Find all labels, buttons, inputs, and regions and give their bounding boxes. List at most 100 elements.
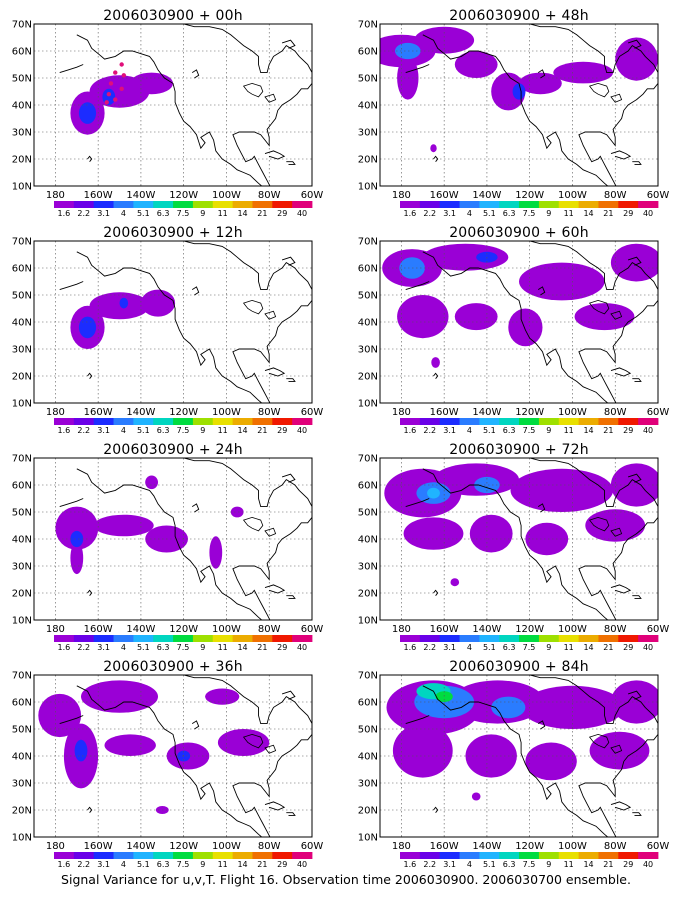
variance-region xyxy=(89,292,150,320)
variance-region xyxy=(104,734,156,756)
colorbar-swatch xyxy=(638,852,659,859)
colorbar-label: 2.2 xyxy=(423,209,436,216)
colorbar-label: 9 xyxy=(546,860,551,867)
lon-tick-label: 100W xyxy=(212,190,241,201)
colorbar-swatch xyxy=(272,635,293,642)
colorbar-label: 29 xyxy=(277,426,287,433)
colorbar-label: 6.3 xyxy=(157,426,170,433)
colorbar-swatch xyxy=(153,852,174,859)
lat-tick-label: 70N xyxy=(358,671,378,682)
lon-tick-label: 60W xyxy=(301,841,324,852)
lat-tick-label: 70N xyxy=(12,454,32,465)
colorbar-label: 11 xyxy=(218,643,228,650)
coastline xyxy=(422,34,658,186)
colorbar-label: 4 xyxy=(467,426,472,433)
colorbar-label: 1.6 xyxy=(404,860,417,867)
colorbar-swatch xyxy=(212,201,234,208)
variance-region xyxy=(585,509,646,542)
coastline xyxy=(537,69,546,79)
colorbar-label: 29 xyxy=(623,426,633,433)
colorbar-swatch xyxy=(618,635,639,642)
lat-tick-label: 30N xyxy=(358,128,378,139)
colorbar-label: 2.2 xyxy=(77,860,90,867)
colorbar-label: 3.1 xyxy=(443,643,456,650)
colorbar-label: 7.5 xyxy=(523,426,536,433)
colorbar-label: 1.6 xyxy=(58,426,71,433)
colorbar-swatch xyxy=(232,418,253,425)
colorbar-label: 6.3 xyxy=(157,643,170,650)
panel-title: 2006030900 + 72h xyxy=(449,442,589,458)
variance-region xyxy=(74,739,88,762)
coastline xyxy=(286,378,296,382)
variance-region xyxy=(610,680,658,724)
colorbar-label: 6.3 xyxy=(157,860,170,867)
colorbar-label: 29 xyxy=(623,860,633,867)
colorbar-swatch xyxy=(419,852,441,859)
observation-marker xyxy=(104,100,109,105)
colorbar-swatch xyxy=(73,418,95,425)
colorbar-label: 21 xyxy=(257,860,267,867)
colorbar-swatch xyxy=(538,201,560,208)
lat-tick-label: 40N xyxy=(12,535,32,546)
colorbar-label: 14 xyxy=(583,209,593,216)
lon-tick-label: 160W xyxy=(430,624,459,635)
colorbar-swatch xyxy=(93,852,114,859)
colorbar-label: 2.2 xyxy=(423,643,436,650)
colorbar-label: 21 xyxy=(603,209,613,216)
coastline xyxy=(59,281,84,291)
variance-region xyxy=(230,506,244,518)
colorbar-swatch xyxy=(93,418,114,425)
lat-tick-label: 20N xyxy=(12,372,32,383)
colorbar-label: 5.1 xyxy=(483,860,496,867)
lon-tick-label: 100W xyxy=(558,407,587,418)
colorbar-label: 9 xyxy=(200,860,205,867)
coastline xyxy=(610,150,632,160)
coastline xyxy=(286,161,296,165)
colorbar-swatch xyxy=(252,852,273,859)
lon-tick-label: 140W xyxy=(472,190,501,201)
colorbar-label: 1.6 xyxy=(404,209,417,216)
colorbar-label: 40 xyxy=(643,643,653,650)
map-panel-36h: 2006030900 + 36h 70N 60N 50N 40N 30N 20N 10N 180… xyxy=(0,651,346,867)
coastline xyxy=(281,473,296,483)
coastline xyxy=(244,664,270,672)
lon-tick-label: 100W xyxy=(558,841,587,852)
colorbar-label: 6.3 xyxy=(503,209,516,216)
colorbar-swatch xyxy=(292,635,313,642)
colorbar-label: 7.5 xyxy=(177,209,190,216)
coastline xyxy=(183,241,312,291)
colorbar-label: 21 xyxy=(603,860,613,867)
lat-tick-label: 50N xyxy=(358,74,378,85)
colorbar-label: 2.2 xyxy=(77,643,90,650)
coastline xyxy=(422,685,658,837)
map-plot: 70N 60N 50N 40N 30N 20N 10N 180 160W 140W 120W 100W… xyxy=(12,20,324,217)
coastline xyxy=(191,286,200,296)
colorbar-swatch xyxy=(173,418,194,425)
colorbar-swatch xyxy=(598,201,619,208)
colorbar-label: 11 xyxy=(218,426,228,433)
variance-region xyxy=(38,693,82,738)
colorbar-label: 3.1 xyxy=(97,860,110,867)
colorbar-swatch xyxy=(519,635,540,642)
colorbar-label: 1.6 xyxy=(404,643,417,650)
colorbar-swatch xyxy=(598,635,619,642)
variance-region xyxy=(474,476,500,494)
colorbar-label: 11 xyxy=(564,860,574,867)
colorbar-label: 7.5 xyxy=(177,643,190,650)
coastline xyxy=(87,589,93,596)
lat-tick-label: 20N xyxy=(358,372,378,383)
panel-title: 2006030900 + 00h xyxy=(103,8,243,24)
colorbar-label: 9 xyxy=(200,643,205,650)
colorbar-swatch xyxy=(272,201,293,208)
variance-region xyxy=(78,316,97,339)
colorbar-swatch xyxy=(519,852,540,859)
lon-tick-label: 140W xyxy=(472,407,501,418)
lat-tick-label: 20N xyxy=(358,806,378,817)
lat-tick-label: 40N xyxy=(358,535,378,546)
colorbar-swatch xyxy=(558,201,580,208)
coastline xyxy=(537,503,546,513)
lat-tick-label: 60N xyxy=(12,264,32,275)
coastline xyxy=(529,458,658,508)
colorbar-label: 29 xyxy=(623,643,633,650)
colorbar-label: 14 xyxy=(237,426,247,433)
